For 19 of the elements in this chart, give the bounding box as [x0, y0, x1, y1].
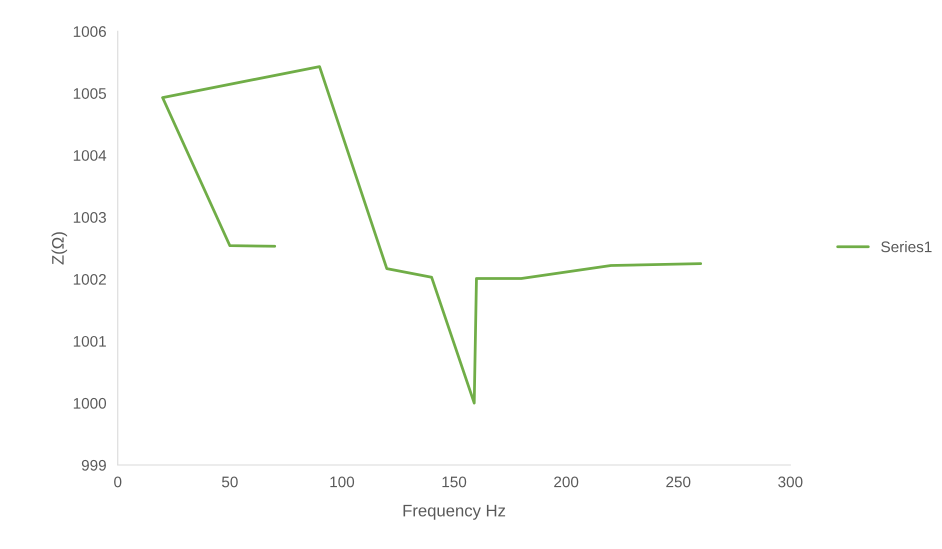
x-tick-label: 100 — [330, 476, 354, 488]
x-tick-label: 250 — [666, 476, 690, 488]
x-tick-label: 0 — [114, 476, 122, 488]
line-series — [161, 65, 702, 404]
legend-label: Series1 — [881, 241, 932, 252]
y-tick-label: 1001 — [74, 336, 106, 347]
x-tick-label: 200 — [554, 476, 578, 488]
y-tick-label: 1002 — [74, 274, 106, 285]
y-tick-label: 999 — [82, 460, 106, 471]
y-tick-label: 1005 — [74, 88, 106, 99]
y-tick-label: 1004 — [74, 150, 106, 161]
x-axis-title: Frequency Hz — [404, 504, 506, 520]
y-tick-label: 1003 — [74, 212, 106, 223]
y-tick-label: 1006 — [74, 26, 106, 37]
y-axis-title: Z(Ω) — [52, 232, 68, 264]
x-tick-label: 150 — [442, 476, 466, 488]
y-tick-label: 1000 — [74, 398, 106, 409]
x-tick-label: 300 — [778, 476, 802, 488]
x-tick-label: 50 — [222, 476, 238, 488]
